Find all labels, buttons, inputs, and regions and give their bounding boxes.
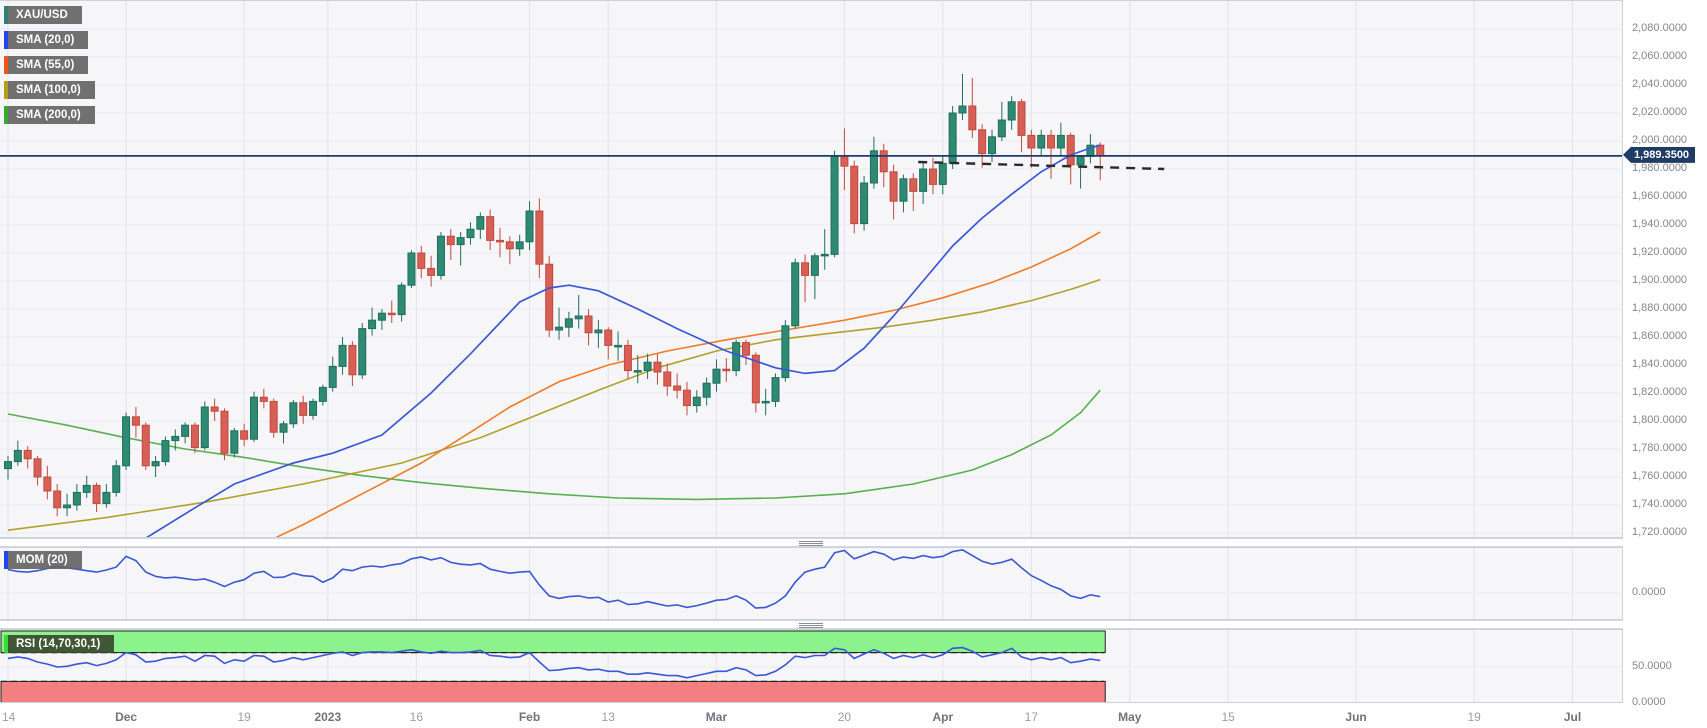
y-axis-tick: 0.0000 (1632, 586, 1666, 598)
rsi-panel[interactable] (0, 629, 1623, 703)
legend-sma100[interactable]: SMA (100,0) (4, 81, 95, 99)
symbol-color-chip (4, 6, 8, 24)
x-axis-tick: Mar (705, 710, 728, 724)
divider-grip-icon[interactable] (799, 540, 823, 546)
y-axis-tick: 1,760.0000 (1632, 470, 1688, 482)
y-axis-tick: 1,840.0000 (1632, 358, 1688, 370)
sma200-color-chip (4, 106, 8, 124)
x-axis-tick: May (1118, 710, 1142, 724)
legend-symbol[interactable]: XAU/USD (4, 6, 95, 24)
x-axis-tick: 14 (2, 710, 16, 724)
x-axis-tick: 20 (837, 710, 852, 724)
sma55-color-chip (4, 56, 8, 74)
y-axis-tick: 1,820.0000 (1632, 386, 1688, 398)
y-axis-tick: 2,020.0000 (1632, 106, 1688, 118)
current-price-tag: 1,989.3500 (1623, 146, 1696, 163)
rsi-color-chip (4, 635, 8, 653)
y-axis-tick: 1,740.0000 (1632, 498, 1688, 510)
y-axis-tick: 50.0000 (1632, 660, 1672, 672)
x-axis-tick: Feb (518, 710, 541, 724)
legend-sma200[interactable]: SMA (200,0) (4, 106, 95, 124)
panel-divider[interactable] (0, 620, 1623, 629)
y-axis-tick: 1,980.0000 (1632, 162, 1688, 174)
y-axis-tick: 1,720.0000 (1632, 526, 1688, 538)
momentum-panel[interactable] (0, 547, 1623, 620)
x-axis-tick: Jun (1345, 710, 1367, 724)
legend-rsi[interactable]: RSI (14,70,30,1) (4, 635, 115, 653)
x-axis-tick: 2023 (314, 710, 342, 724)
y-axis-tick: 2,000.0000 (1632, 134, 1688, 146)
x-axis-tick: 13 (601, 710, 615, 724)
y-axis-tick: 1,920.0000 (1632, 246, 1688, 258)
time-axis[interactable]: 14 Dec 19 2023 16 Feb 13 Mar 20 Apr 17 May 15 Jun 19 Ju… (0, 704, 1623, 728)
y-axis-tick: 1,880.0000 (1632, 302, 1688, 314)
x-axis-tick: Jul (1563, 710, 1582, 724)
mom-color-chip (4, 551, 8, 569)
sma55-label: SMA (55,0) (8, 56, 89, 74)
x-axis-tick: Apr (932, 710, 954, 724)
rsi-legend-stack: RSI (14,70,30,1) (4, 635, 115, 660)
price-axis[interactable]: 1,989.3500 2,080.0000 2,060.0000 2,040.000… (1623, 0, 1707, 728)
x-axis-tick: 19 (237, 710, 251, 724)
x-axis-tick: 16 (409, 710, 424, 724)
legend-mom[interactable]: MOM (20) (4, 551, 82, 569)
sma20-label: SMA (20,0) (8, 31, 89, 49)
x-axis-tick: 17 (1024, 710, 1039, 724)
y-axis-tick: 1,940.0000 (1632, 218, 1688, 230)
rsi-label: RSI (14,70,30,1) (8, 635, 115, 653)
y-axis-tick: 2,060.0000 (1632, 50, 1688, 62)
x-axis-tick: 19 (1467, 710, 1481, 724)
mom-legend-stack: MOM (20) (4, 551, 82, 576)
symbol-label: XAU/USD (8, 6, 82, 24)
legend-sma55[interactable]: SMA (55,0) (4, 56, 95, 74)
sma100-label: SMA (100,0) (8, 81, 95, 99)
sma20-color-chip (4, 31, 8, 49)
y-axis-tick: 1,960.0000 (1632, 190, 1688, 202)
x-axis-tick: Dec (115, 710, 138, 724)
legend-sma20[interactable]: SMA (20,0) (4, 31, 95, 49)
legend-stack: XAU/USD SMA (20,0) SMA (55,0) SMA (100,0… (4, 6, 95, 131)
y-axis-tick: 2,040.0000 (1632, 78, 1688, 90)
y-axis-tick: 1,860.0000 (1632, 330, 1688, 342)
sma100-color-chip (4, 81, 8, 99)
y-axis-tick: 1,800.0000 (1632, 414, 1688, 426)
y-axis-tick: 1,780.0000 (1632, 442, 1688, 454)
mom-label: MOM (20) (8, 551, 82, 569)
y-axis-tick: 0.0000 (1632, 696, 1666, 708)
y-axis-tick: 2,080.0000 (1632, 22, 1688, 34)
y-axis-tick: 1,900.0000 (1632, 274, 1688, 286)
x-axis-tick: 15 (1221, 710, 1235, 724)
sma200-label: SMA (200,0) (8, 106, 95, 124)
panel-divider[interactable] (0, 538, 1623, 547)
price-panel[interactable] (0, 0, 1623, 538)
divider-grip-icon[interactable] (799, 622, 823, 628)
